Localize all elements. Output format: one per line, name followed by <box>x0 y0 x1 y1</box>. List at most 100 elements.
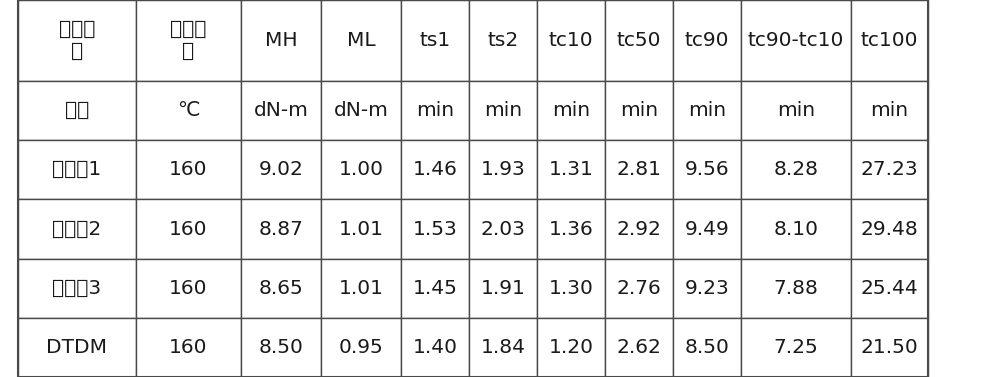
Bar <box>741 81 851 140</box>
Text: 1.45: 1.45 <box>413 279 457 298</box>
Bar <box>741 140 851 199</box>
Bar <box>673 259 741 318</box>
Bar <box>851 0 928 81</box>
Text: 160: 160 <box>169 219 208 239</box>
Text: 1.01: 1.01 <box>338 219 384 239</box>
Text: 实施例2: 实施例2 <box>52 219 102 239</box>
Text: 8.50: 8.50 <box>685 338 729 357</box>
Text: ML: ML <box>347 31 375 50</box>
Text: dN-m: dN-m <box>254 101 308 120</box>
Bar <box>321 81 401 140</box>
Bar <box>469 199 537 259</box>
Bar <box>741 199 851 259</box>
Text: tc90-tc10: tc90-tc10 <box>748 31 844 50</box>
Bar <box>537 199 605 259</box>
Bar <box>673 140 741 199</box>
Text: 胶料名
称: 胶料名 称 <box>59 20 95 61</box>
Text: 1.30: 1.30 <box>549 279 593 298</box>
Bar <box>673 0 741 81</box>
Bar <box>741 0 851 81</box>
Text: 21.50: 21.50 <box>861 338 918 357</box>
Text: 0.95: 0.95 <box>339 338 383 357</box>
Text: min: min <box>484 101 522 120</box>
Bar <box>469 81 537 140</box>
Text: tc50: tc50 <box>617 31 661 50</box>
Bar <box>537 0 605 81</box>
Text: 7.25: 7.25 <box>774 338 818 357</box>
Text: 9.23: 9.23 <box>685 279 729 298</box>
Text: 1.01: 1.01 <box>338 279 384 298</box>
Bar <box>321 0 401 81</box>
Text: 9.02: 9.02 <box>259 160 303 179</box>
Text: 9.49: 9.49 <box>685 219 729 239</box>
Text: 9.56: 9.56 <box>685 160 729 179</box>
Text: 2.62: 2.62 <box>617 338 661 357</box>
Bar <box>851 140 928 199</box>
Text: 1.20: 1.20 <box>549 338 594 357</box>
Bar <box>469 259 537 318</box>
Bar <box>401 81 469 140</box>
Bar <box>401 318 469 377</box>
Bar <box>18 259 136 318</box>
Bar <box>18 199 136 259</box>
Bar <box>537 259 605 318</box>
Bar <box>605 140 673 199</box>
Text: 160: 160 <box>169 160 208 179</box>
Bar <box>673 81 741 140</box>
Bar <box>851 81 928 140</box>
Bar <box>851 259 928 318</box>
Text: ℃: ℃ <box>177 101 200 120</box>
Bar <box>605 259 673 318</box>
Text: 7.88: 7.88 <box>774 279 818 298</box>
Text: MH: MH <box>265 31 297 50</box>
Bar <box>851 199 928 259</box>
Text: min: min <box>416 101 454 120</box>
Text: DTDM: DTDM <box>46 338 108 357</box>
Bar <box>136 318 241 377</box>
Bar <box>537 140 605 199</box>
Bar <box>136 259 241 318</box>
Text: 1.93: 1.93 <box>481 160 525 179</box>
Text: dN-m: dN-m <box>334 101 388 120</box>
Bar <box>401 199 469 259</box>
Text: 1.36: 1.36 <box>549 219 593 239</box>
Text: 1.46: 1.46 <box>413 160 457 179</box>
Bar <box>321 199 401 259</box>
Bar <box>741 259 851 318</box>
Bar <box>469 140 537 199</box>
Bar <box>401 259 469 318</box>
Bar <box>605 318 673 377</box>
Text: min: min <box>688 101 726 120</box>
Text: 29.48: 29.48 <box>861 219 918 239</box>
Text: 27.23: 27.23 <box>861 160 918 179</box>
Text: 1.40: 1.40 <box>413 338 458 357</box>
Bar <box>18 81 136 140</box>
Text: 1.53: 1.53 <box>413 219 457 239</box>
Text: 160: 160 <box>169 279 208 298</box>
Bar <box>469 318 537 377</box>
Text: tc100: tc100 <box>861 31 918 50</box>
Bar <box>851 318 928 377</box>
Bar <box>241 0 321 81</box>
Text: 8.65: 8.65 <box>259 279 303 298</box>
Text: 实施例3: 实施例3 <box>52 279 102 298</box>
Text: 1.91: 1.91 <box>481 279 525 298</box>
Text: 单位: 单位 <box>65 101 89 120</box>
Bar <box>241 199 321 259</box>
Text: 1.31: 1.31 <box>549 160 593 179</box>
Bar <box>605 81 673 140</box>
Text: 25.44: 25.44 <box>861 279 918 298</box>
Text: 2.76: 2.76 <box>617 279 661 298</box>
Text: 测试温
度: 测试温 度 <box>170 20 207 61</box>
Bar <box>537 81 605 140</box>
Bar <box>136 199 241 259</box>
Bar <box>241 81 321 140</box>
Bar <box>241 140 321 199</box>
Text: 8.28: 8.28 <box>774 160 819 179</box>
Bar <box>605 0 673 81</box>
Text: ts2: ts2 <box>487 31 519 50</box>
Bar <box>673 318 741 377</box>
Bar <box>18 140 136 199</box>
Text: 1.84: 1.84 <box>480 338 526 357</box>
Text: 8.87: 8.87 <box>259 219 303 239</box>
